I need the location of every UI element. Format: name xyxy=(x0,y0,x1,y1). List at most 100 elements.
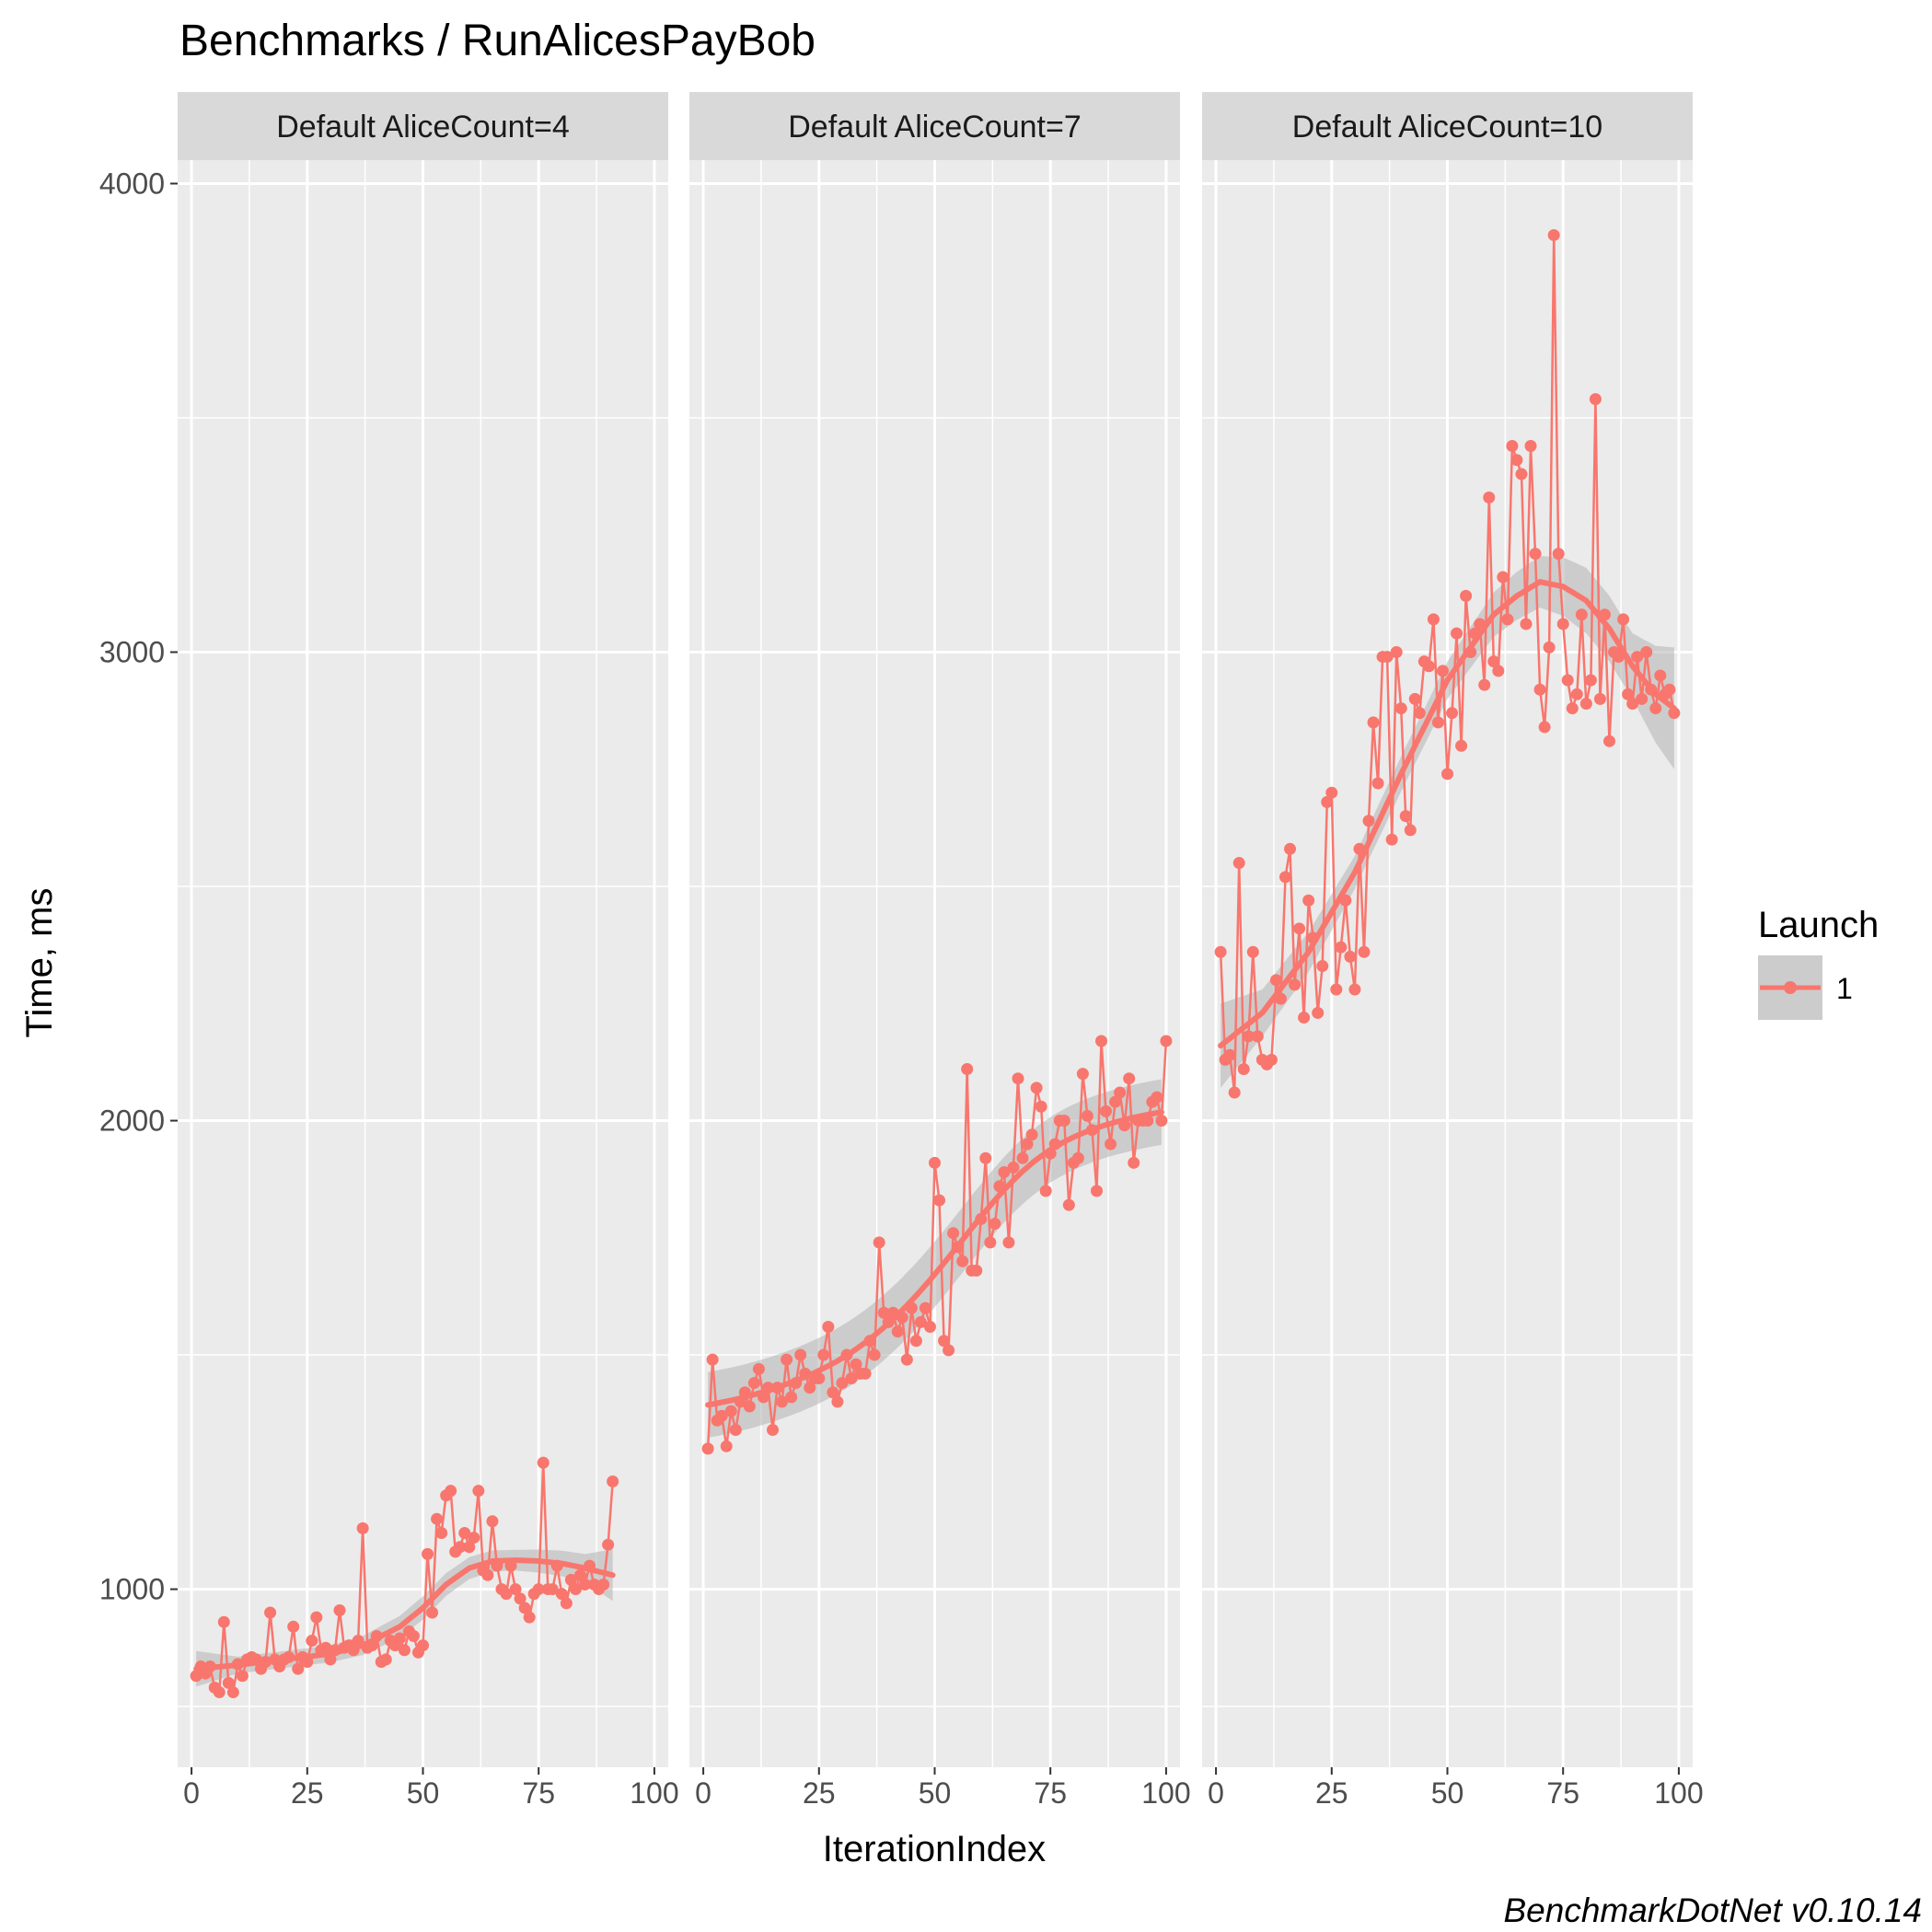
data-point xyxy=(938,1335,951,1348)
x-tick-label: 0 xyxy=(183,1776,200,1810)
facet-panel: Default AliceCount=4 0 25 50 75 100 1000 2000 30… xyxy=(99,92,679,1810)
data-point xyxy=(771,1382,784,1394)
data-point xyxy=(260,1655,272,1668)
data-point xyxy=(523,1611,536,1624)
data-point xyxy=(481,1568,494,1581)
data-point xyxy=(827,1386,839,1399)
data-point xyxy=(365,1639,378,1652)
data-point xyxy=(1547,228,1560,241)
data-point xyxy=(781,1353,793,1366)
data-point xyxy=(1654,669,1667,682)
data-point xyxy=(1090,1185,1103,1197)
data-point xyxy=(933,1194,946,1207)
data-point xyxy=(1455,739,1468,752)
x-tick-label: 75 xyxy=(522,1776,555,1810)
data-point xyxy=(509,1583,522,1596)
data-point xyxy=(1570,688,1583,700)
data-point xyxy=(1626,697,1639,710)
data-point xyxy=(1385,833,1398,846)
data-point xyxy=(975,1212,988,1225)
chart-title: Benchmarks / RunAlicesPayBob xyxy=(179,17,816,65)
facet-strip xyxy=(1202,92,1693,160)
data-point xyxy=(1413,707,1426,720)
data-point xyxy=(743,1400,756,1413)
data-point xyxy=(1561,674,1574,687)
data-point xyxy=(1030,1082,1043,1094)
data-point xyxy=(919,1301,931,1314)
data-point xyxy=(724,1405,737,1417)
data-point xyxy=(1515,468,1528,480)
data-point xyxy=(1141,1115,1154,1128)
data-point xyxy=(1584,674,1597,687)
data-point xyxy=(560,1597,573,1610)
series-line xyxy=(706,1040,1168,1449)
data-point xyxy=(799,1367,812,1380)
data-point xyxy=(283,1650,295,1663)
data-point xyxy=(1251,1030,1264,1043)
data-point xyxy=(398,1644,411,1657)
data-point xyxy=(1501,613,1514,626)
data-point xyxy=(701,1442,714,1455)
data-point xyxy=(1007,1161,1020,1174)
data-point xyxy=(1325,786,1338,799)
data-point xyxy=(850,1358,862,1371)
data-point xyxy=(715,1409,728,1422)
data-point xyxy=(1039,1185,1052,1197)
data-point xyxy=(998,1166,1011,1179)
data-point xyxy=(1636,692,1649,705)
data-point xyxy=(463,1541,476,1554)
data-point xyxy=(301,1655,314,1668)
facet-strip-label: Default AliceCount=7 xyxy=(788,110,1081,145)
data-point xyxy=(454,1541,467,1554)
facet-strip xyxy=(178,92,668,160)
data-point xyxy=(550,1559,563,1572)
data-point xyxy=(1114,1086,1127,1099)
data-point xyxy=(518,1602,531,1614)
facet-panel: Default AliceCount=7 0 25 50 75 100 xyxy=(689,92,1191,1810)
data-point xyxy=(1631,651,1644,664)
data-point xyxy=(1223,1048,1236,1061)
data-point xyxy=(458,1526,471,1539)
data-point xyxy=(319,1641,332,1654)
data-point xyxy=(1237,1063,1250,1076)
data-point xyxy=(287,1620,300,1633)
data-point xyxy=(236,1670,249,1683)
y-axis-title: Time, ms xyxy=(19,888,60,1038)
data-point xyxy=(1399,810,1412,823)
data-point xyxy=(863,1335,876,1348)
caption: BenchmarkDotNet v0.10.14 xyxy=(1503,1892,1922,1929)
data-point xyxy=(352,1635,364,1648)
data-point xyxy=(1339,894,1352,907)
x-tick-label: 100 xyxy=(1654,1776,1703,1810)
data-point xyxy=(306,1635,318,1648)
data-point xyxy=(569,1583,582,1596)
data-point xyxy=(947,1227,960,1240)
data-point xyxy=(1044,1147,1057,1160)
data-point xyxy=(1427,613,1440,626)
data-point xyxy=(804,1382,816,1394)
data-point xyxy=(1321,795,1334,808)
data-point xyxy=(1242,1030,1255,1043)
data-point xyxy=(1123,1072,1136,1085)
data-point xyxy=(943,1344,955,1357)
data-point xyxy=(1025,1128,1038,1141)
data-point xyxy=(1302,894,1315,907)
data-point xyxy=(1071,1151,1084,1164)
data-point xyxy=(1431,716,1444,729)
data-point xyxy=(1663,683,1676,696)
x-tick-label: 0 xyxy=(695,1776,711,1810)
data-point xyxy=(504,1559,517,1572)
facet-panels: Default AliceCount=40 25 50 75 1001000200030… xyxy=(99,92,1704,1810)
data-point xyxy=(1362,815,1375,827)
data-point xyxy=(1593,692,1606,705)
data-point xyxy=(584,1559,596,1572)
smooth-line xyxy=(1218,578,1677,1049)
data-point xyxy=(961,1063,974,1076)
data-point xyxy=(1109,1095,1122,1108)
data-point xyxy=(1307,931,1320,944)
x-tick-label: 100 xyxy=(630,1776,678,1810)
data-point xyxy=(900,1353,913,1366)
data-point xyxy=(607,1475,619,1487)
data-point xyxy=(1085,1124,1098,1137)
data-point xyxy=(1394,702,1407,715)
